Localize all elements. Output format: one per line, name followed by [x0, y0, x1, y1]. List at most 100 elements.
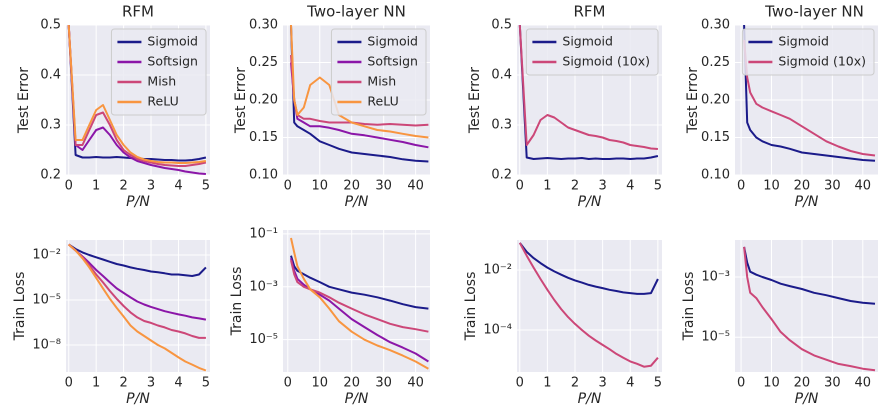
x-tick-label: 2 — [119, 376, 127, 391]
legend-label: Sigmoid (10x) — [562, 54, 650, 69]
x-tick-label: 0 — [65, 179, 73, 194]
legend: Sigmoid Sigmoid (10x) — [525, 28, 659, 76]
x-axis-label: P/N — [126, 194, 150, 210]
x-axis-label: P/N — [578, 194, 602, 210]
y-tick-label: 10⁻² — [32, 248, 61, 263]
y-tick-label: 0.10 — [701, 168, 730, 183]
x-tick-label: 4 — [626, 179, 634, 194]
y-tick-label: 0.10 — [249, 168, 278, 183]
series-line — [519, 242, 659, 295]
x-tick-label: 0 — [516, 376, 524, 391]
y-tick-label: 0.25 — [249, 55, 278, 70]
y-tick-label: 10⁻⁸ — [32, 338, 61, 353]
legend: Sigmoid Sigmoid (10x) — [741, 28, 875, 76]
x-tick-label: 20 — [343, 376, 360, 391]
y-axis-label: Test Error — [467, 67, 483, 134]
legend-label: ReLU — [367, 94, 398, 109]
x-tick-label: 40 — [407, 376, 424, 391]
x-axis-label: P/N — [126, 391, 150, 407]
y-tick-label: 0.4 — [491, 68, 512, 83]
series-line — [68, 243, 207, 372]
legend: Sigmoid Softsign Mish ReLU — [110, 28, 207, 116]
legend-label: Sigmoid — [367, 34, 418, 49]
chart-title: RFM — [122, 3, 154, 21]
x-tick-label: 2 — [119, 179, 127, 194]
series-line — [67, 25, 207, 164]
series-line — [290, 237, 429, 370]
x-tick-label: 5 — [202, 376, 210, 391]
series-line — [290, 54, 429, 127]
y-tick-label: 0.5 — [40, 18, 61, 33]
x-axis-label: P/N — [345, 391, 369, 407]
y-tick-label: 0.2 — [40, 168, 61, 183]
x-tick-label: 0 — [516, 179, 524, 194]
x-tick-label: 30 — [824, 179, 841, 194]
y-tick-label: 10⁻⁵ — [249, 332, 278, 347]
legend-label: Softsign — [147, 54, 198, 69]
legend-label: ReLU — [147, 94, 178, 109]
y-tick-label: 0.2 — [491, 168, 512, 183]
legend-label: Sigmoid — [562, 34, 613, 49]
x-tick-label: 0 — [737, 376, 745, 391]
x-tick-label: 40 — [855, 376, 872, 391]
plot-area — [735, 240, 878, 372]
series-line — [68, 243, 207, 321]
y-tick-label: 10⁻¹ — [249, 226, 278, 241]
x-tick-label: 10 — [763, 376, 780, 391]
y-axis-label: Train Loss — [681, 272, 697, 342]
series-line — [518, 242, 659, 368]
lines — [518, 242, 659, 368]
legend-label: Sigmoid — [147, 34, 198, 49]
y-tick-label: 10⁻³ — [701, 270, 730, 285]
legend: Sigmoid Softsign Mish ReLU — [330, 28, 427, 116]
series-line — [743, 246, 876, 305]
x-axis-label: P/N — [795, 194, 819, 210]
x-tick-label: 4 — [626, 376, 634, 391]
y-axis-label: Test Error — [233, 67, 249, 134]
chart-title: RFM — [574, 3, 606, 21]
plot-area — [66, 240, 210, 372]
panel: 0 1 2 3 4 5 0.2 0.3 0.4 0.5 RFM P/N Test Error Sigmoi… — [16, 3, 210, 211]
series-line — [743, 246, 876, 372]
x-tick-label: 1 — [543, 376, 551, 391]
legend-label: Sigmoid — [778, 34, 829, 49]
x-tick-label: 4 — [174, 179, 182, 194]
x-tick-label: 10 — [763, 179, 780, 194]
lines — [743, 25, 876, 162]
y-tick-label: 0.15 — [701, 130, 730, 145]
y-tick-label: 0.5 — [491, 18, 512, 33]
x-tick-label: 20 — [794, 376, 811, 391]
series-line — [290, 62, 429, 149]
x-axis-label: P/N — [578, 391, 602, 407]
lines — [743, 246, 876, 372]
x-tick-label: 40 — [855, 179, 872, 194]
x-tick-label: 1 — [543, 179, 551, 194]
y-tick-label: 10⁻⁵ — [701, 330, 730, 345]
x-tick-label: 2 — [571, 376, 579, 391]
panel: 0 1 2 3 4 5 0.2 0.3 0.4 0.5 RFM P/N Test Error Sigmoi… — [467, 3, 662, 210]
y-axis-label: Train Loss — [463, 272, 479, 342]
x-axis-label: P/N — [345, 194, 369, 210]
legend-label: Mish — [147, 74, 176, 89]
x-tick-label: 30 — [824, 376, 841, 391]
y-tick-label: 0.3 — [491, 118, 512, 133]
series-line — [290, 25, 429, 163]
x-tick-label: 0 — [284, 376, 292, 391]
x-tick-label: 5 — [654, 179, 662, 194]
x-tick-label: 40 — [407, 179, 424, 194]
lines — [290, 25, 429, 163]
y-tick-label: 0.20 — [701, 93, 730, 108]
x-tick-label: 3 — [598, 376, 606, 391]
x-tick-label: 30 — [375, 376, 392, 391]
x-tick-label: 1 — [92, 179, 100, 194]
y-tick-label: 0.3 — [40, 118, 61, 133]
y-tick-label: 10⁻³ — [249, 279, 278, 294]
y-tick-label: 0.25 — [701, 55, 730, 70]
lines — [290, 237, 429, 370]
x-tick-label: 30 — [375, 179, 392, 194]
y-tick-label: 0.20 — [249, 93, 278, 108]
series-line — [290, 260, 429, 333]
x-tick-label: 20 — [343, 179, 360, 194]
series-line — [68, 243, 206, 339]
series-line — [518, 25, 658, 150]
